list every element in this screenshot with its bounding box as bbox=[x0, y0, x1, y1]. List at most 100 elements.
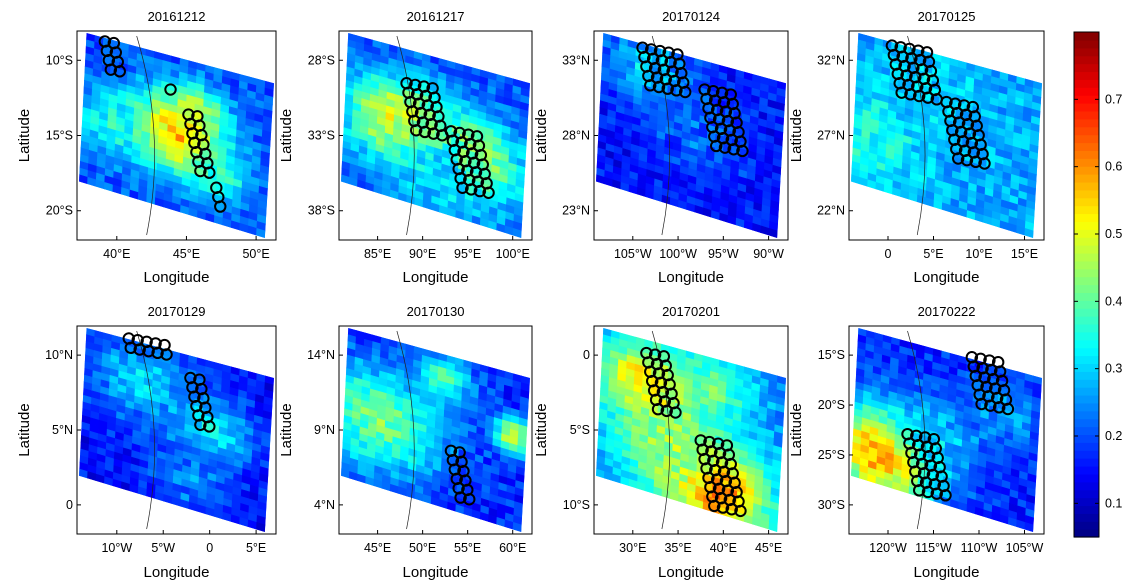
x-tick-label: 90°W bbox=[753, 247, 784, 261]
panel-title: 20170125 bbox=[918, 9, 976, 24]
sample-marker bbox=[660, 404, 673, 418]
x-axis-label: Longitude bbox=[658, 269, 724, 286]
x-tick-label: 30°E bbox=[619, 541, 646, 555]
sample-marker bbox=[952, 152, 965, 165]
colorbar-segment bbox=[1074, 387, 1099, 396]
sample-marker bbox=[104, 63, 118, 76]
colorbar-segment bbox=[1074, 39, 1099, 49]
x-tick-label: 60°E bbox=[499, 541, 526, 555]
map-panel-3: 20170124 105°W 100°W 95°W 90°W 33°N 28°N 23°N Lo… bbox=[533, 9, 789, 286]
x-tick-label: 50°E bbox=[409, 541, 436, 555]
colorbar-segment bbox=[1074, 355, 1099, 365]
sample-marker bbox=[482, 186, 495, 199]
colorbar-segment bbox=[1074, 410, 1099, 420]
colorbar-segment bbox=[1074, 442, 1099, 451]
y-tick-label: 28°N bbox=[562, 129, 590, 143]
x-tick-label: 110°W bbox=[961, 541, 998, 555]
coastline bbox=[136, 35, 155, 236]
panel-title: 20170129 bbox=[148, 304, 206, 319]
sample-marker bbox=[895, 86, 908, 99]
x-axis-label: Longitude bbox=[144, 564, 210, 581]
y-axis-label: Latitude bbox=[533, 403, 550, 456]
colorbar-segment bbox=[1074, 213, 1099, 222]
colorbar-segment bbox=[1074, 450, 1099, 459]
map-panel-1: 20161212 40°E 45°E 50°E 10°S 15°S 20°S Longitud… bbox=[16, 9, 277, 286]
sample-marker bbox=[194, 164, 207, 178]
y-tick-label: 38°S bbox=[308, 204, 335, 218]
x-axis-label: Longitude bbox=[144, 269, 210, 286]
sample-marker bbox=[992, 401, 1006, 414]
colorbar-segment bbox=[1074, 237, 1099, 246]
coastline bbox=[396, 330, 415, 530]
colorbar-segment bbox=[1074, 505, 1099, 514]
colorbar-segment bbox=[1074, 418, 1099, 428]
sample-marker bbox=[978, 157, 991, 170]
sample-marker bbox=[904, 88, 917, 101]
y-axis-label: Latitude bbox=[788, 403, 805, 456]
sample-marker bbox=[456, 181, 469, 194]
x-tick-label: 100°E bbox=[496, 247, 530, 261]
y-tick-label: 0 bbox=[66, 498, 73, 512]
sample-marker bbox=[652, 80, 666, 94]
x-tick-label: 5°E bbox=[923, 247, 943, 261]
colorbar-tick-label: 0.5 bbox=[1105, 227, 1122, 241]
colorbar-segment bbox=[1074, 134, 1099, 144]
panel-title: 20170130 bbox=[407, 304, 465, 319]
colorbar-segment bbox=[1074, 308, 1099, 317]
colorbar-segment bbox=[1074, 181, 1099, 191]
colorbar-segment bbox=[1074, 347, 1099, 357]
colorbar-segment bbox=[1074, 402, 1099, 412]
y-axis-label: Latitude bbox=[16, 109, 33, 162]
sample-marker bbox=[930, 487, 943, 500]
colorbar-segment bbox=[1074, 300, 1099, 309]
sample-marker bbox=[194, 418, 207, 431]
y-tick-label: 10°S bbox=[563, 498, 590, 512]
y-tick-label: 33°N bbox=[562, 53, 590, 67]
colorbar-segment bbox=[1074, 292, 1099, 301]
colorbar-segment bbox=[1074, 229, 1099, 238]
colorbar-segment bbox=[1074, 158, 1099, 167]
y-tick-label: 5°N bbox=[52, 423, 73, 437]
colorbar-segment bbox=[1074, 55, 1099, 65]
map-panels: 20161212 40°E 45°E 50°E 10°S 15°S 20°S Longitud… bbox=[16, 9, 1045, 581]
x-tick-label: 115°W bbox=[915, 541, 952, 555]
sample-marker bbox=[708, 499, 721, 513]
map-panel-7: 20170201 30°E 35°E 40°E 45°E 0 5°S 10°S Longitud… bbox=[533, 304, 789, 581]
sample-marker bbox=[214, 200, 227, 213]
y-tick-label: 10°N bbox=[45, 348, 73, 362]
x-tick-label: 40°E bbox=[710, 541, 737, 555]
y-tick-label: 27°N bbox=[817, 129, 845, 143]
sample-marker bbox=[427, 127, 440, 140]
sample-marker bbox=[142, 344, 155, 358]
map-panel-8: 20170222 120°W 115°W 110°W 105°W 15°S 20°S 25°S… bbox=[788, 304, 1045, 581]
colorbar-segment bbox=[1074, 189, 1099, 199]
sample-marker bbox=[725, 503, 738, 516]
sample-marker bbox=[975, 397, 988, 411]
colorbar-segment bbox=[1074, 110, 1099, 120]
y-tick-label: 32°N bbox=[817, 53, 845, 67]
sample-marker bbox=[969, 155, 982, 169]
colorbar-tick-label: 0.2 bbox=[1105, 429, 1122, 443]
sample-marker bbox=[203, 420, 216, 433]
x-tick-label: 50°E bbox=[242, 247, 269, 261]
map-panel-5: 20170129 10°W 5°W 0 5°E 10°N 5°N 0 Longitude Lati… bbox=[16, 304, 277, 581]
y-axis-label: Latitude bbox=[278, 109, 295, 162]
sample-marker bbox=[718, 141, 732, 154]
colorbar-segment bbox=[1074, 32, 1099, 41]
colorbar-segment bbox=[1074, 371, 1099, 380]
colorbar-segment bbox=[1074, 252, 1099, 262]
y-tick-label: 33°S bbox=[308, 129, 335, 143]
sample-marker bbox=[203, 166, 216, 179]
y-axis-label: Latitude bbox=[16, 403, 33, 456]
x-tick-label: 5°W bbox=[151, 541, 175, 555]
colorbar-segment bbox=[1074, 103, 1099, 112]
colorbar-segment bbox=[1074, 434, 1099, 443]
colorbar-segment bbox=[1074, 379, 1099, 388]
sample-marker bbox=[716, 501, 730, 514]
colorbar-segment bbox=[1074, 126, 1099, 136]
sample-marker bbox=[913, 484, 926, 497]
y-tick-label: 0 bbox=[583, 348, 590, 362]
y-axis-label: Latitude bbox=[533, 109, 550, 162]
colorbar-segment bbox=[1074, 47, 1099, 57]
colorbar-segment bbox=[1074, 481, 1099, 491]
